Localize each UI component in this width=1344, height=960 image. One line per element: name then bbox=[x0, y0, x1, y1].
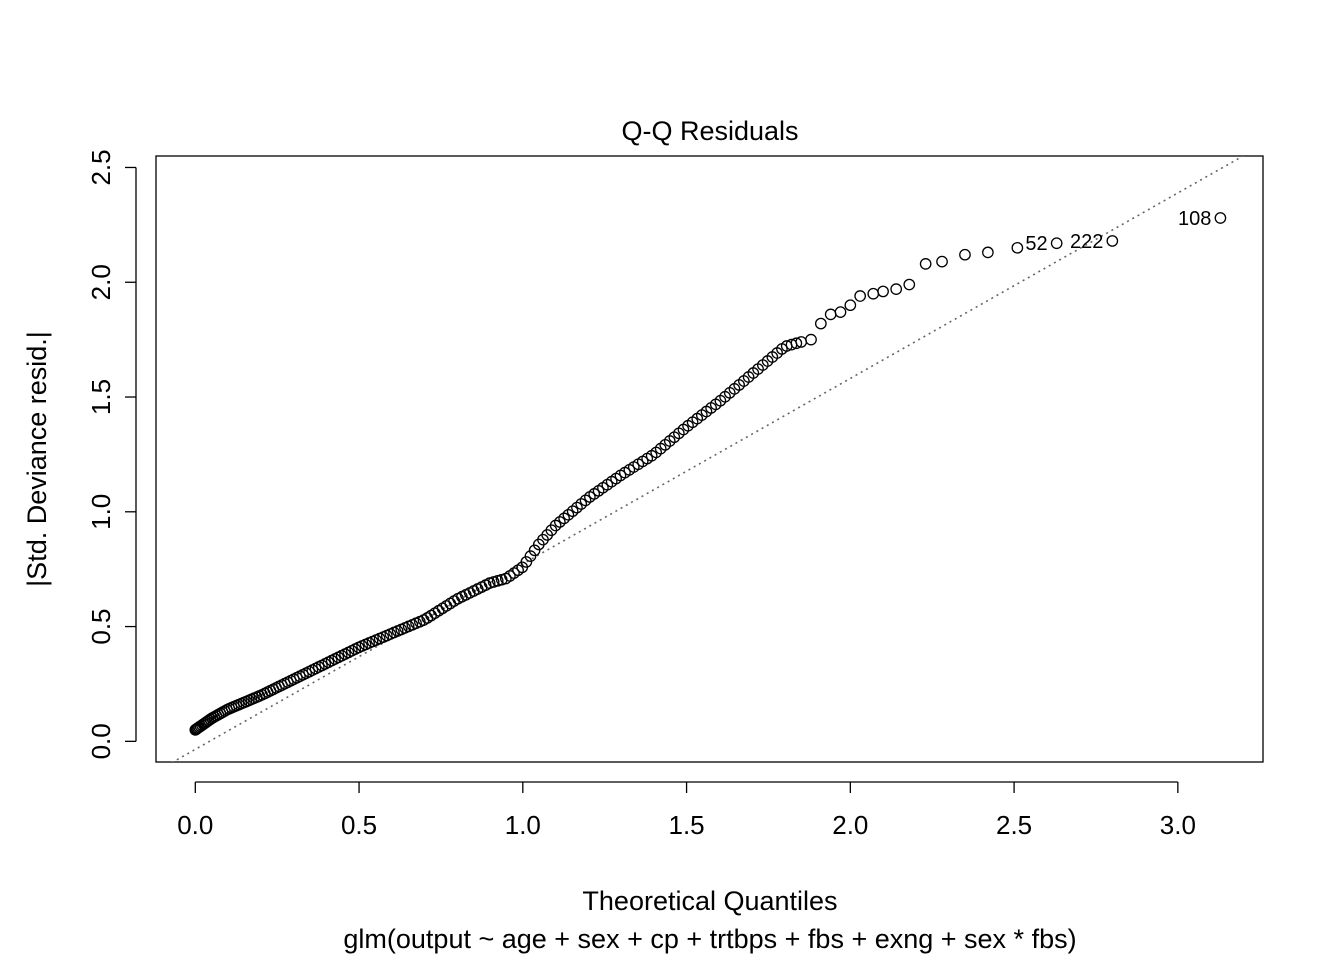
data-point bbox=[805, 333, 817, 346]
y-axis: 0.0 0.5 1.0 1.5 2.0 2.5 bbox=[86, 149, 137, 759]
data-point bbox=[520, 556, 533, 568]
data-point bbox=[1011, 241, 1024, 254]
data-point bbox=[528, 544, 541, 557]
data-point bbox=[867, 287, 880, 300]
data-point bbox=[844, 299, 857, 312]
data-point bbox=[558, 512, 570, 525]
data-point bbox=[1106, 235, 1119, 247]
reference-line-group bbox=[171, 156, 1245, 762]
data-point bbox=[524, 550, 537, 562]
data-point bbox=[815, 317, 827, 330]
data-point bbox=[425, 609, 437, 622]
y-tick-label: 2.0 bbox=[86, 264, 116, 300]
y-tick-label: 1.0 bbox=[86, 494, 116, 530]
data-point bbox=[982, 246, 994, 259]
data-point bbox=[659, 438, 672, 451]
y-tick-label: 1.5 bbox=[86, 379, 116, 415]
data-point bbox=[790, 337, 803, 350]
outlier-label: 222 bbox=[1070, 231, 1103, 253]
x-axis-label: Theoretical Quantiles bbox=[582, 886, 837, 916]
data-point bbox=[834, 306, 847, 318]
y-tick-label: 0.0 bbox=[86, 723, 116, 759]
data-point bbox=[959, 248, 971, 261]
data-point bbox=[549, 519, 562, 532]
x-tick-label: 1.5 bbox=[668, 810, 704, 840]
x-tick-label: 1.0 bbox=[505, 810, 541, 840]
x-tick-label: 0.0 bbox=[177, 810, 213, 840]
x-tick-label: 3.0 bbox=[1160, 810, 1196, 840]
data-point bbox=[654, 442, 667, 455]
y-tick-label: 2.5 bbox=[86, 149, 116, 185]
data-point bbox=[554, 516, 566, 528]
point-labels: 52 222 108 bbox=[1025, 208, 1211, 255]
data-point bbox=[429, 607, 441, 620]
y-tick-label: 0.5 bbox=[86, 608, 116, 644]
data-point bbox=[1050, 237, 1063, 250]
data-point bbox=[436, 602, 449, 615]
plot-frame bbox=[155, 155, 1264, 763]
data-points bbox=[189, 212, 1227, 736]
y-axis-label: |Std. Deviance resid.| bbox=[22, 331, 52, 587]
data-point bbox=[890, 283, 903, 295]
chart-subtitle: glm(output ~ age + sex + cp + trtbps + f… bbox=[343, 924, 1076, 954]
data-point bbox=[903, 278, 916, 291]
chart-title: Q-Q Residuals bbox=[621, 116, 798, 146]
data-point bbox=[877, 285, 889, 298]
data-point bbox=[854, 290, 867, 302]
data-point bbox=[919, 258, 932, 270]
outlier-label: 52 bbox=[1025, 233, 1047, 255]
reference-line bbox=[171, 156, 1245, 762]
data-point bbox=[1214, 212, 1227, 224]
x-tick-label: 0.5 bbox=[341, 810, 377, 840]
outlier-label: 108 bbox=[1178, 208, 1211, 230]
x-tick-label: 2.0 bbox=[832, 810, 868, 840]
x-tick-label: 2.5 bbox=[996, 810, 1032, 840]
x-axis: 0.0 0.5 1.0 1.5 2.0 2.5 3.0 bbox=[177, 781, 1196, 840]
data-point bbox=[936, 255, 948, 268]
data-point bbox=[824, 308, 837, 321]
